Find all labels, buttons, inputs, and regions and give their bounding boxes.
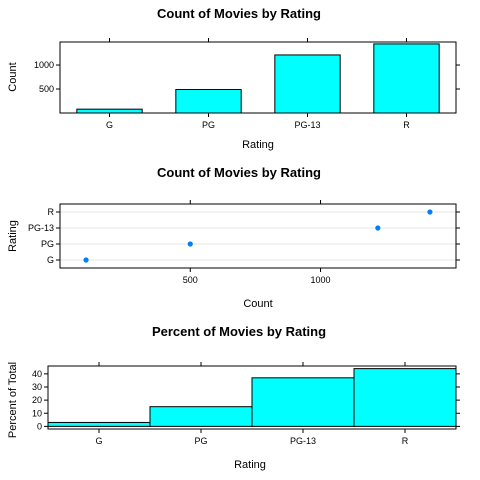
chart-3-bar-pg (149, 406, 253, 427)
chart-2-ytick-label-pg-13: PG-13 (28, 223, 54, 233)
chart-3-bar-pg-13 (251, 377, 355, 427)
chart-1-bar-g (76, 108, 143, 114)
chart-3-ytick-label-0: 0 (37, 421, 42, 431)
chart-2-ytick-label-pg: PG (41, 239, 54, 249)
chart-2-ytick-label-r: R (48, 207, 55, 217)
panel-count-bar: Count of Movies by Rating Rating Count G… (7, 6, 460, 151)
chart-3-ytick-label-10: 10 (32, 408, 42, 418)
chart-1-xtick-label-g: G (106, 120, 113, 130)
chart-1-ytick-label-500: 500 (39, 84, 54, 94)
chart-1-xlabel: Rating (242, 139, 274, 151)
chart-3-title: Percent of Movies by Rating (152, 324, 326, 339)
chart-1-ytick-label-1000: 1000 (34, 60, 54, 70)
chart-3-xlabel: Rating (234, 459, 266, 471)
chart-2-frame (59, 203, 457, 269)
chart-2-point-g (83, 257, 89, 263)
chart-1-xtick-label-pg-13: PG-13 (294, 120, 320, 130)
chart-3-plot-area: G PG PG-13 R 0 10 20 30 40 (32, 362, 460, 446)
chart-3-xtick-label-g: G (95, 436, 102, 446)
chart-1-title: Count of Movies by Rating (157, 6, 321, 21)
chart-3-bar-g (47, 421, 151, 427)
chart-2-plot-area: G PG PG-13 R 500 1000 (28, 200, 460, 285)
chart-2-point-pg-13 (375, 225, 381, 231)
chart-2-xlabel: Count (243, 298, 272, 310)
panel-percent-bar: Percent of Movies by Rating Rating Perce… (7, 324, 460, 471)
chart-1-plot-area: G PG PG-13 R 500 1000 (34, 38, 460, 130)
chart-1-ylabel: Count (7, 62, 19, 91)
chart-3-bar-r (353, 368, 457, 427)
chart-2-xtick-label-1000: 1000 (311, 275, 331, 285)
chart-3-ylabel: Percent of Total (7, 362, 19, 438)
chart-3-xtick-label-pg: PG (194, 436, 207, 446)
chart-1-bar-pg-13 (274, 54, 341, 114)
chart-2-ytick-label-g: G (47, 255, 54, 265)
panel-count-dot: Count of Movies by Rating Count Rating G… (7, 165, 460, 310)
chart-2-point-r (427, 209, 433, 215)
chart-3-ytick-label-30: 30 (32, 382, 42, 392)
chart-1-xtick-label-pg: PG (202, 120, 215, 130)
chart-3-ytick-label-40: 40 (32, 369, 42, 379)
chart-2-xtick-label-500: 500 (183, 275, 198, 285)
chart-1-xtick-label-r: R (403, 120, 410, 130)
chart-2-title: Count of Movies by Rating (157, 165, 321, 180)
chart-3-xtick-label-r: R (402, 436, 409, 446)
chart-2-point-pg (187, 241, 193, 247)
chart-1-bar-pg (175, 88, 242, 114)
chart-2-ylabel: Rating (7, 220, 19, 252)
chart-1-frame (59, 41, 457, 114)
chart-3-frame (47, 365, 457, 430)
chart-1-bar-r (373, 43, 440, 114)
chart-3-xtick-label-pg-13: PG-13 (290, 436, 316, 446)
chart-3-ytick-label-20: 20 (32, 395, 42, 405)
